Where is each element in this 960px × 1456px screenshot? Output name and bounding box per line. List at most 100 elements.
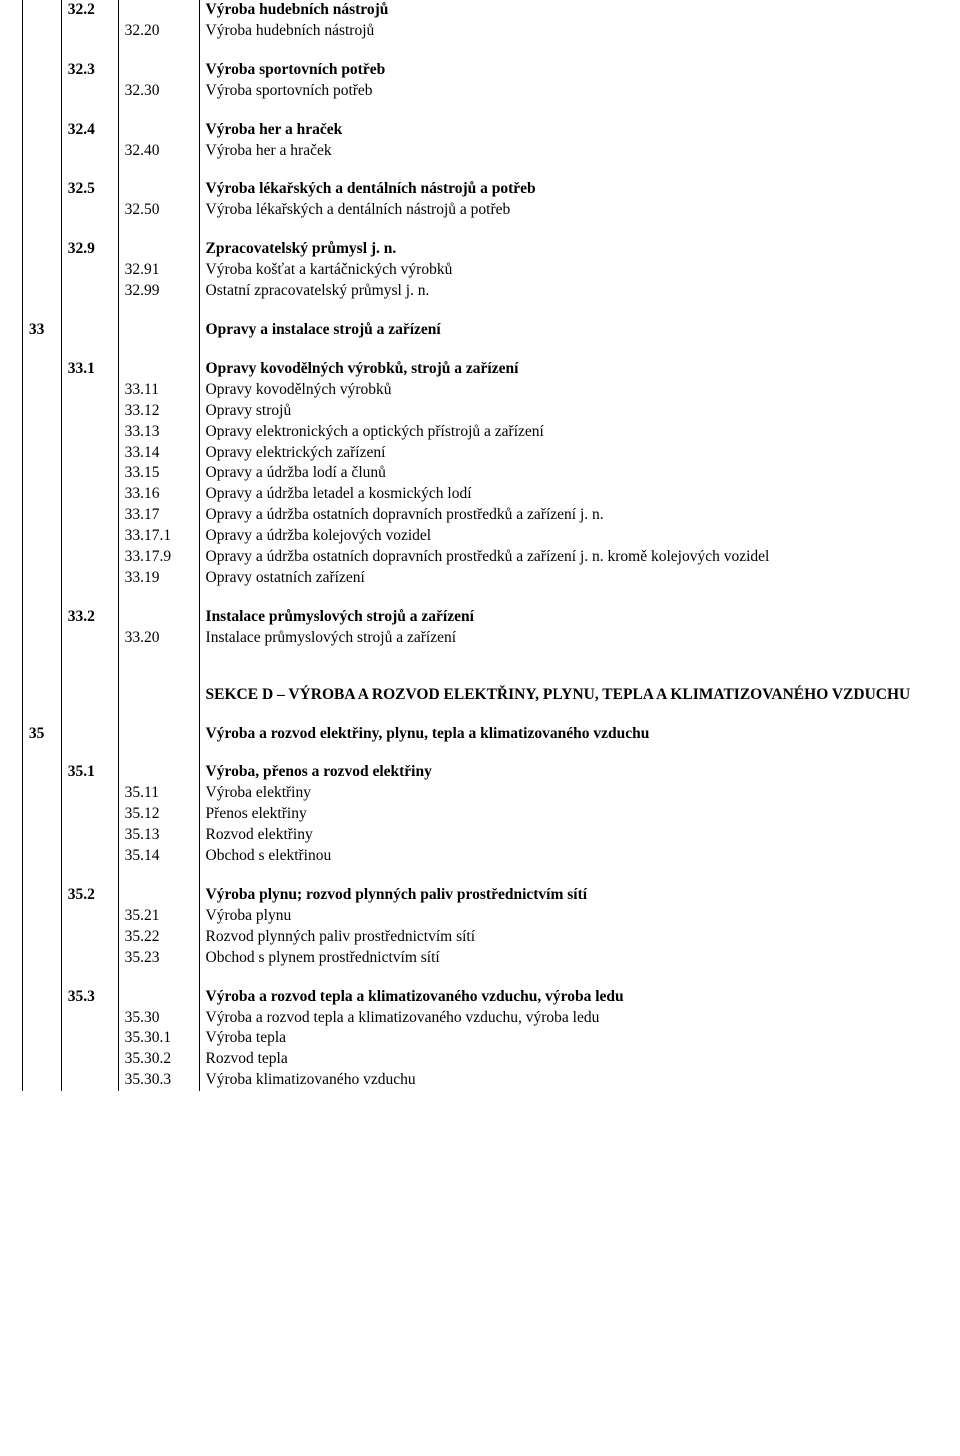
description: Výroba hudebních nástrojů — [200, 21, 960, 42]
code-level2 — [62, 927, 118, 929]
code-level3: 32.20 — [119, 21, 199, 42]
table-row: 32.2Výroba hudebních nástrojů — [0, 0, 960, 21]
table-row: 35 Výroba a rozvod elektřiny, plynu, tepl… — [0, 724, 960, 745]
code-level3 — [119, 60, 199, 62]
code-level3: 33.20 — [119, 628, 199, 649]
description: Výroba her a hraček — [200, 120, 960, 141]
code-level1 — [23, 885, 61, 887]
code-level1 — [23, 380, 61, 382]
description: Rozvod tepla — [200, 1049, 960, 1070]
description: Zpracovatelský průmysl j. n. — [200, 239, 960, 260]
table-row: 33.2Instalace průmyslových strojů a zaří… — [0, 607, 960, 628]
description: Rozvod plynných paliv prostřednictvím sí… — [200, 927, 960, 948]
code-level1 — [23, 281, 61, 283]
code-level3: 32.99 — [119, 281, 199, 302]
code-level1: 35 — [23, 724, 61, 745]
table-row: 33.13Opravy elektronických a optických p… — [0, 422, 960, 443]
code-level2 — [62, 526, 118, 528]
code-level1 — [23, 200, 61, 202]
code-level1 — [23, 825, 61, 827]
description: Opravy strojů — [200, 401, 960, 422]
table-row: 33Opravy a instalace strojů a zařízení — [0, 320, 960, 341]
table-row — [0, 161, 960, 179]
code-level1 — [23, 846, 61, 848]
code-level3: 33.17 — [119, 505, 199, 526]
table-row: 35.13Rozvod elektřiny — [0, 825, 960, 846]
code-level2 — [62, 484, 118, 486]
code-level2 — [62, 804, 118, 806]
table-row — [0, 302, 960, 320]
code-level3: 35.30.3 — [119, 1070, 199, 1091]
description: Opravy elektronických a optických přístr… — [200, 422, 960, 443]
table-row: 35.30.2Rozvod tepla — [0, 1049, 960, 1070]
table-row: 33.19Opravy ostatních zařízení — [0, 568, 960, 589]
code-level2 — [62, 281, 118, 283]
code-level1 — [23, 463, 61, 465]
table-row — [0, 649, 960, 667]
table-row — [0, 102, 960, 120]
code-level1 — [23, 906, 61, 908]
description: Opravy elektrických zařízení — [200, 443, 960, 464]
code-level3: 33.17.9 — [119, 547, 199, 568]
code-level3 — [119, 0, 199, 2]
table-row: 32.40Výroba her a hraček — [0, 141, 960, 162]
code-level1 — [23, 1008, 61, 1010]
table-row: 32.9Zpracovatelský průmysl j. n. — [0, 239, 960, 260]
table-row: 35.22Rozvod plynných paliv prostřednictv… — [0, 927, 960, 948]
description: Výroba her a hraček — [200, 141, 960, 162]
description: Výroba košťat a kartáčnických výrobků — [200, 260, 960, 281]
code-level3: 33.13 — [119, 422, 199, 443]
code-level1 — [23, 443, 61, 445]
code-level3 — [119, 685, 199, 687]
code-level2 — [62, 1008, 118, 1010]
code-level1 — [23, 526, 61, 528]
code-level2: 32.2 — [62, 0, 118, 21]
table-row: 33.20Instalace průmyslových strojů a zař… — [0, 628, 960, 649]
description: Výroba elektřiny — [200, 783, 960, 804]
table-row: 35.30.3Výroba klimatizovaného vzduchu — [0, 1070, 960, 1091]
code-level3: 32.91 — [119, 260, 199, 281]
code-level2: 33.2 — [62, 607, 118, 628]
description: Rozvod elektřiny — [200, 825, 960, 846]
code-level2 — [62, 463, 118, 465]
description: Opravy kovodělných výrobků — [200, 380, 960, 401]
table-row: 33.17.9Opravy a údržba ostatních dopravn… — [0, 547, 960, 568]
code-level1 — [23, 783, 61, 785]
description: Opravy a údržba ostatních dopravních pro… — [200, 505, 960, 526]
code-level1 — [23, 484, 61, 486]
code-level3 — [119, 120, 199, 122]
code-level1: 33 — [23, 320, 61, 341]
code-level3: 35.21 — [119, 906, 199, 927]
table-row: 35.12Přenos elektřiny — [0, 804, 960, 825]
description: Výroba plynu — [200, 906, 960, 927]
code-level2: 35.1 — [62, 762, 118, 783]
code-level1 — [23, 81, 61, 83]
description: Výroba a rozvod elektřiny, plynu, tepla … — [200, 724, 960, 745]
description: Výroba tepla — [200, 1028, 960, 1049]
code-level3 — [119, 239, 199, 241]
code-level3: 32.30 — [119, 81, 199, 102]
table-row — [0, 341, 960, 359]
table-row — [0, 867, 960, 885]
code-level2 — [62, 141, 118, 143]
code-level3 — [119, 320, 199, 322]
description: Opravy kovodělných výrobků, strojů a zař… — [200, 359, 960, 380]
code-level3 — [119, 724, 199, 726]
table-row — [0, 969, 960, 987]
table-row: 33.15Opravy a údržba lodí a člunů — [0, 463, 960, 484]
code-level2 — [62, 380, 118, 382]
code-level3: 35.12 — [119, 804, 199, 825]
description: SEKCE D – VÝROBA A ROZVOD ELEKTŘINY, PLY… — [200, 685, 960, 706]
table-row: 32.30Výroba sportovních potřeb — [0, 81, 960, 102]
code-level1 — [23, 60, 61, 62]
description: Výroba lékařských a dentálních nástrojů … — [200, 200, 960, 221]
code-level1 — [23, 505, 61, 507]
table-row: 33.14Opravy elektrických zařízení — [0, 443, 960, 464]
code-level1 — [23, 987, 61, 989]
code-level3 — [119, 762, 199, 764]
description: Opravy a údržba kolejových vozidel — [200, 526, 960, 547]
code-level3: 35.30.1 — [119, 1028, 199, 1049]
code-level2 — [62, 547, 118, 549]
code-level3: 35.22 — [119, 927, 199, 948]
code-level1 — [23, 0, 61, 2]
